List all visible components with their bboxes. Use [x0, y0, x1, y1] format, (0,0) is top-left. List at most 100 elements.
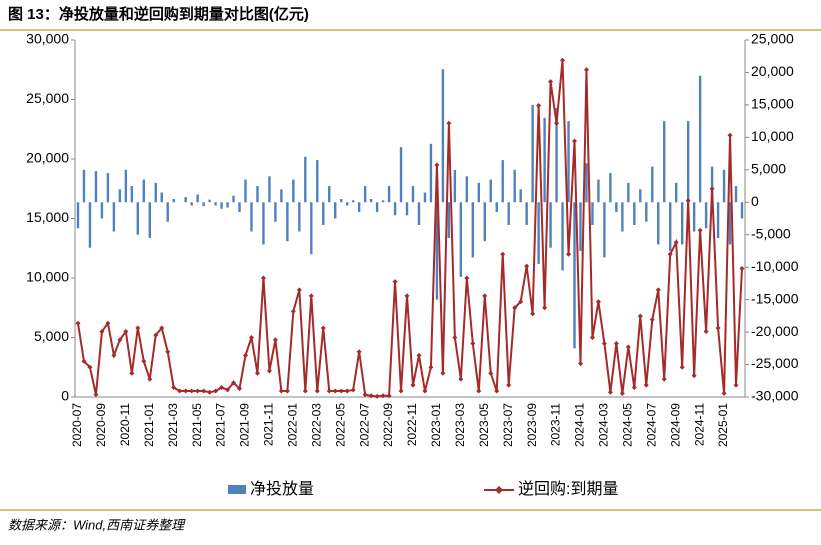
bar: [196, 194, 199, 203]
bar: [256, 186, 259, 203]
x-tick-label: 2021-01: [142, 403, 156, 447]
bar: [286, 202, 289, 242]
bar: [328, 186, 331, 203]
line-marker: [619, 390, 625, 396]
line: [77, 60, 743, 398]
line-marker: [482, 293, 488, 299]
line-marker: [715, 325, 721, 331]
line-marker: [566, 251, 572, 257]
line-marker: [524, 263, 530, 269]
line-marker: [589, 335, 595, 340]
line-marker: [165, 349, 171, 355]
line-marker: [542, 305, 548, 311]
line-marker: [673, 239, 679, 245]
bar: [543, 117, 546, 203]
bar: [214, 202, 217, 206]
bar: [393, 202, 397, 216]
line-marker: [260, 275, 266, 281]
bar: [345, 202, 349, 206]
line-marker: [440, 370, 446, 376]
bar: [609, 173, 612, 203]
bar: [728, 202, 732, 245]
line-marker: [272, 337, 278, 343]
line-marker: [189, 388, 195, 394]
bar: [651, 166, 654, 203]
bar: [663, 121, 666, 203]
line-marker: [207, 389, 213, 395]
bar: [357, 202, 361, 213]
y2-tick-label: -25,000: [751, 355, 799, 371]
bar: [375, 202, 379, 213]
line-marker: [99, 329, 105, 335]
bar: [513, 169, 516, 203]
x-tick-label: 2023-01: [429, 403, 443, 447]
x-tick-label: 2022-03: [309, 403, 323, 447]
bar: [322, 202, 325, 225]
bar: [680, 202, 684, 245]
bar: [268, 176, 271, 203]
bar: [507, 202, 510, 225]
line-marker: [284, 388, 290, 394]
y2-tick-label: 15,000: [751, 96, 794, 112]
y2-tick-label: -20,000: [751, 323, 799, 339]
line-marker: [141, 358, 147, 364]
line-marker: [320, 325, 326, 331]
bar: [82, 169, 86, 203]
y2-tick-label: -10,000: [751, 258, 799, 274]
bar: [686, 121, 690, 203]
line-marker: [338, 388, 344, 394]
bar: [423, 192, 427, 203]
line-marker: [225, 387, 231, 393]
bar: [698, 75, 702, 203]
bar: [172, 199, 175, 203]
bar: [579, 202, 582, 251]
legend-label: 逆回购:到期量: [518, 480, 618, 498]
line-marker: [577, 361, 583, 367]
y2-tick-label: 10,000: [751, 128, 794, 144]
bar: [674, 182, 678, 203]
bar: [280, 189, 283, 203]
bar: [710, 166, 714, 203]
bar: [160, 192, 163, 203]
line-marker: [530, 311, 536, 317]
line-marker: [625, 344, 631, 350]
y2-tick-label: -30,000: [751, 388, 799, 404]
line-marker: [177, 388, 183, 394]
bar: [453, 169, 457, 203]
x-tick-label: 2024-11: [692, 403, 706, 446]
bar: [495, 202, 498, 213]
line-marker: [595, 299, 601, 305]
line-marker: [123, 329, 129, 335]
bar: [232, 195, 235, 203]
line-marker: [679, 364, 685, 370]
y2-tick-label: 25,000: [751, 31, 794, 47]
line-marker: [129, 370, 135, 376]
bar: [381, 200, 385, 203]
bar: [489, 179, 492, 203]
bar: [88, 202, 92, 248]
line-marker: [613, 340, 619, 346]
line-marker: [111, 352, 117, 358]
bar: [429, 143, 433, 203]
line-marker: [404, 293, 410, 299]
bar: [262, 202, 265, 245]
bar: [447, 202, 451, 238]
bar: [657, 202, 660, 245]
line-marker: [237, 386, 243, 392]
line-marker: [326, 388, 332, 394]
line-marker: [488, 370, 494, 376]
y-tick-label: 0: [61, 388, 69, 404]
line-marker: [560, 57, 566, 63]
x-tick-label: 2023-03: [453, 403, 467, 447]
bar: [740, 202, 744, 219]
bar: [573, 202, 576, 349]
line-marker: [572, 138, 578, 144]
bar: [238, 202, 241, 213]
bar: [561, 202, 564, 271]
bar: [399, 147, 403, 203]
line-marker: [254, 370, 260, 376]
line-marker: [631, 384, 637, 390]
bar: [369, 199, 373, 203]
bar: [692, 202, 696, 232]
bar: [226, 202, 229, 208]
